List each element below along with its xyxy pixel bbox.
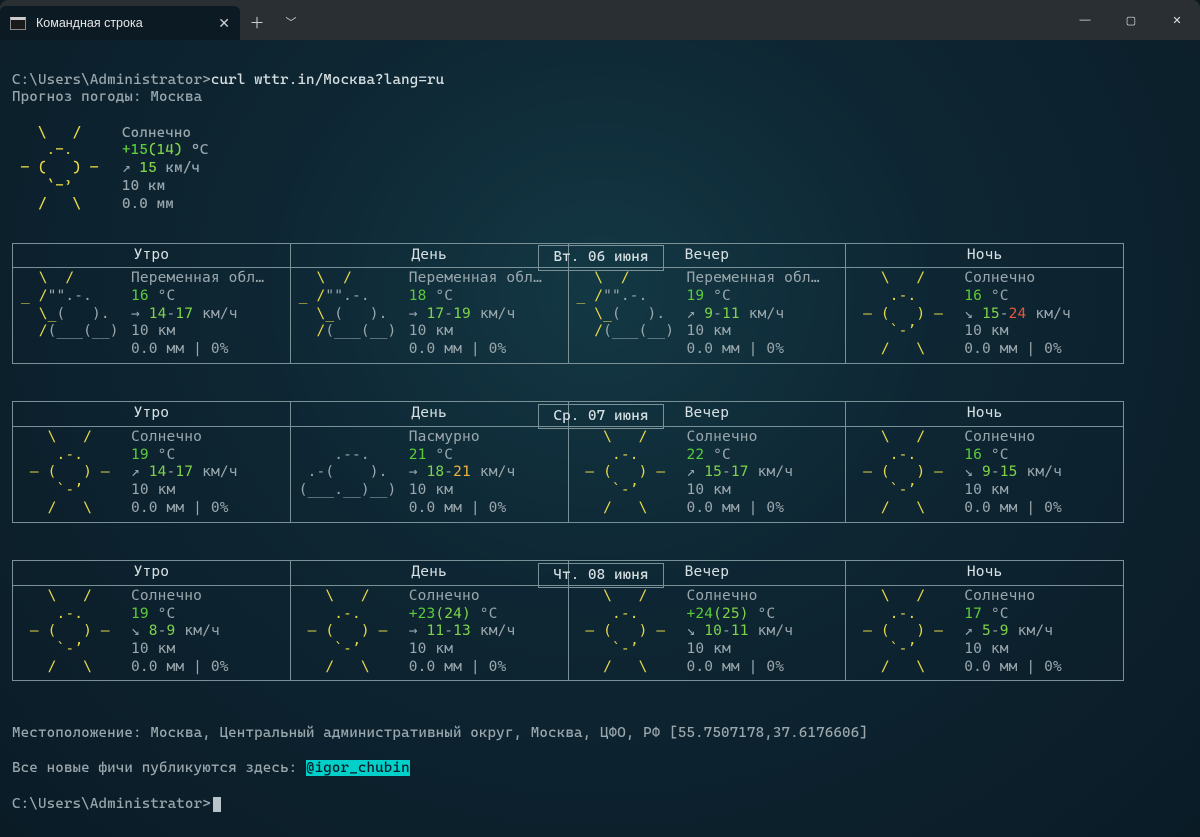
current-temp-feels: (14) [148,142,183,158]
forecast-cell: \ / .-. ― ( ) ― `-’ / \ Солнечно19 °C↘ 8… [13,585,291,680]
current-wind-arrow: ↗ [122,160,131,176]
period-header: День [290,561,568,586]
forecast-cell: \ / .-. ― ( ) ― `-’ / \ Солнечно22 °C↗ 1… [568,427,846,522]
current-condition: Солнечно [122,125,191,141]
current-temp: +15 [122,142,148,158]
terminal-output[interactable]: C:\Users\Administrator>curl wttr.in/Моск… [0,40,1200,837]
maximize-button[interactable]: ▢ [1108,0,1154,40]
titlebar: Командная строка ✕ ＋ ﹀ — ▢ ✕ [0,0,1200,40]
forecast-cell: \ / .-. ― ( ) ― `-’ / \ Солнечно16 °C↘ 9… [846,427,1124,522]
forecast-cell: \ / _ /"".-. \_( ). /(___(__) Переменная… [568,268,846,363]
forecast-cell: \ / .-. ― ( ) ― `-’ / \ Солнечно+24(25) … [568,585,846,680]
current-art: \ / .-. ― ( ) ― `-’ / \ [12,125,122,213]
period-header: День [290,243,568,268]
tab-command-prompt[interactable]: Командная строка ✕ [0,6,240,40]
tab-dropdown-button[interactable]: ﹀ [274,4,308,40]
prompt2: C:\Users\Administrator> [12,796,211,812]
new-tab-button[interactable]: ＋ [240,4,274,40]
period-header: Утро [13,243,291,268]
date-label: Ср. 07 июня [538,404,663,430]
command-text: curl wttr.in/Москва?lang=ru [211,72,444,88]
forecast-cell: \ / .-. ― ( ) ― `-’ / \ Солнечно19 °C↗ 1… [13,427,291,522]
forecast-cell: \ / .-. ― ( ) ― `-’ / \ Солнечно16 °C↘ 1… [846,268,1124,363]
period-header: Ночь [846,243,1124,268]
forecast-cell: .--. .-( ). (___.__)__) Пасмурно21 °C→ 1… [290,427,568,522]
terminal-window: Командная строка ✕ ＋ ﹀ — ▢ ✕ C:\Users\Ad… [0,0,1200,837]
forecast-cell: \ / .-. ― ( ) ― `-’ / \ Солнечно+23(24) … [290,585,568,680]
tab-close-button[interactable]: ✕ [218,15,230,32]
minimize-button[interactable]: — [1062,0,1108,40]
current-visibility: 10 км [122,178,165,194]
cmd-icon [10,17,26,30]
date-label: Чт. 08 июня [538,563,663,589]
period-header: Ночь [846,402,1124,427]
period-header: Утро [13,402,291,427]
current-info: Солнечно +15(14) °C ↗ 15 км/ч 10 км 0.0 … [122,125,1190,213]
date-label: Вт. 06 июня [538,245,663,271]
current-wind: 15 [131,160,157,176]
period-header: Утро [13,561,291,586]
forecast-days: Вт. 06 июняУтроДеньВечерНочь \ / _ /"".-… [12,231,1190,681]
window-controls: — ▢ ✕ [1062,0,1200,40]
current-temp-unit: °C [183,142,209,158]
forecast-cell: \ / _ /"".-. \_( ). /(___(__) Переменная… [290,268,568,363]
tab-strip: Командная строка ✕ ＋ ﹀ [0,0,308,40]
current-wind-unit: км/ч [157,160,200,176]
forecast-cell: \ / .-. ― ( ) ― `-’ / \ Солнечно17 °C↗ 5… [846,585,1124,680]
forecast-header: Прогноз погоды: Москва [12,89,202,105]
footer-prefix: Все новые фичи публикуются здесь: [12,760,306,776]
period-header: День [290,402,568,427]
current-precip: 0.0 мм [122,196,174,212]
period-header: Ночь [846,561,1124,586]
tab-title: Командная строка [36,16,143,30]
current-weather: \ / .-. ― ( ) ― `-’ / \ Солнечно +15(14)… [12,125,1190,213]
location-line: Местоположение: Москва, Центральный адми… [12,725,868,741]
prompt: C:\Users\Administrator> [12,72,211,88]
forecast-cell: \ / _ /"".-. \_( ). /(___(__) Переменная… [13,268,291,363]
footer-handle[interactable]: @igor_chubin [306,760,410,776]
close-button[interactable]: ✕ [1154,0,1200,40]
cursor [213,797,221,812]
